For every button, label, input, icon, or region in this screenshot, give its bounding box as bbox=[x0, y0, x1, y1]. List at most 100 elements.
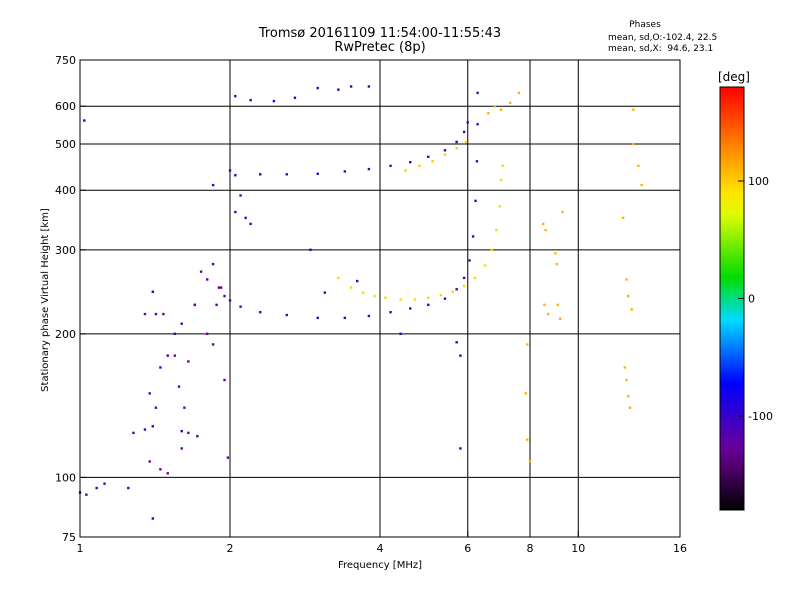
data-point bbox=[177, 385, 181, 388]
data-point bbox=[623, 366, 627, 369]
chart-subtitle: RwPretec (8p) bbox=[334, 40, 426, 55]
data-point bbox=[159, 468, 162, 471]
data-point bbox=[409, 160, 412, 164]
data-point bbox=[316, 316, 319, 320]
data-point bbox=[490, 248, 493, 252]
data-point bbox=[526, 343, 529, 346]
data-point bbox=[409, 307, 412, 310]
data-point bbox=[367, 85, 371, 88]
data-point bbox=[239, 194, 242, 197]
data-point bbox=[173, 332, 177, 336]
data-point bbox=[474, 199, 477, 203]
data-point bbox=[355, 279, 359, 283]
data-point bbox=[544, 228, 547, 232]
grid bbox=[80, 60, 680, 537]
data-point bbox=[159, 366, 162, 369]
data-point bbox=[196, 435, 199, 438]
data-point bbox=[621, 216, 625, 220]
data-point bbox=[349, 286, 353, 289]
data-point bbox=[223, 378, 226, 382]
data-point bbox=[637, 164, 640, 168]
data-point bbox=[309, 248, 312, 252]
data-point bbox=[462, 276, 466, 280]
data-point bbox=[180, 447, 183, 450]
data-point bbox=[367, 314, 371, 318]
data-point bbox=[183, 406, 186, 409]
y-tick-label: 500 bbox=[55, 138, 76, 151]
data-point bbox=[187, 431, 190, 435]
data-point bbox=[349, 85, 353, 88]
data-point bbox=[148, 460, 151, 463]
chart-title: Tromsø 20161109 11:54:00-11:55:43 bbox=[258, 26, 502, 41]
phase-stats-o: mean, sd,O:-102.4, 22.5 bbox=[608, 33, 718, 43]
data-point bbox=[517, 91, 521, 95]
data-points bbox=[78, 85, 643, 520]
data-point bbox=[83, 119, 86, 122]
phase-stats-heading: Phases bbox=[629, 20, 661, 30]
data-point bbox=[431, 160, 434, 163]
data-point bbox=[427, 296, 430, 299]
x-axis-label: Frequency [MHz] bbox=[338, 560, 422, 571]
data-point bbox=[259, 310, 262, 314]
data-point bbox=[187, 360, 190, 363]
data-point bbox=[443, 153, 447, 156]
x-tick-label: 1 bbox=[77, 542, 84, 555]
data-point bbox=[244, 216, 247, 220]
data-point bbox=[215, 303, 218, 307]
data-point bbox=[285, 313, 288, 317]
data-point bbox=[455, 146, 458, 150]
y-tick-label: 400 bbox=[55, 184, 76, 197]
data-point bbox=[473, 276, 477, 280]
data-point bbox=[561, 210, 564, 214]
data-point bbox=[471, 235, 475, 238]
data-point bbox=[462, 130, 466, 134]
data-point bbox=[404, 169, 407, 172]
data-point bbox=[343, 316, 347, 320]
data-point bbox=[259, 173, 262, 176]
data-point bbox=[205, 332, 209, 336]
data-point bbox=[476, 123, 479, 126]
colorbar-tick-label: 100 bbox=[748, 175, 769, 188]
data-point bbox=[85, 493, 88, 496]
y-axis-label: Stationary phase Virtual Height [km] bbox=[40, 208, 51, 392]
data-point bbox=[249, 222, 252, 226]
data-point bbox=[337, 88, 340, 91]
data-point bbox=[559, 317, 562, 321]
data-point bbox=[439, 293, 443, 297]
data-point bbox=[508, 101, 512, 105]
data-point bbox=[373, 294, 376, 298]
data-point bbox=[632, 142, 635, 146]
data-point bbox=[546, 312, 550, 316]
data-point bbox=[180, 322, 183, 325]
data-point bbox=[223, 294, 226, 298]
data-point bbox=[427, 155, 430, 159]
data-point bbox=[343, 170, 347, 173]
data-point bbox=[462, 284, 466, 288]
data-point bbox=[143, 428, 147, 431]
data-point bbox=[499, 108, 503, 111]
data-point bbox=[234, 210, 237, 214]
data-point bbox=[228, 299, 232, 302]
data-point bbox=[217, 286, 221, 289]
data-point bbox=[625, 278, 628, 281]
data-point bbox=[211, 343, 215, 346]
data-point bbox=[483, 264, 487, 267]
x-tick-label: 4 bbox=[377, 542, 384, 555]
data-point bbox=[95, 486, 98, 490]
data-point bbox=[361, 291, 365, 294]
data-point bbox=[148, 392, 151, 395]
data-point bbox=[239, 305, 242, 308]
data-point bbox=[459, 354, 462, 357]
y-tick-label: 300 bbox=[55, 244, 76, 257]
data-point bbox=[443, 297, 447, 300]
data-point bbox=[451, 290, 455, 293]
data-point bbox=[493, 105, 497, 108]
x-tick-label: 2 bbox=[227, 542, 234, 555]
data-point bbox=[234, 174, 237, 177]
colorbar: 100 0 -100 bbox=[719, 86, 773, 511]
x-tick-label: 16 bbox=[673, 542, 687, 555]
data-point bbox=[495, 228, 498, 232]
data-point bbox=[501, 164, 504, 168]
data-point bbox=[459, 447, 462, 450]
